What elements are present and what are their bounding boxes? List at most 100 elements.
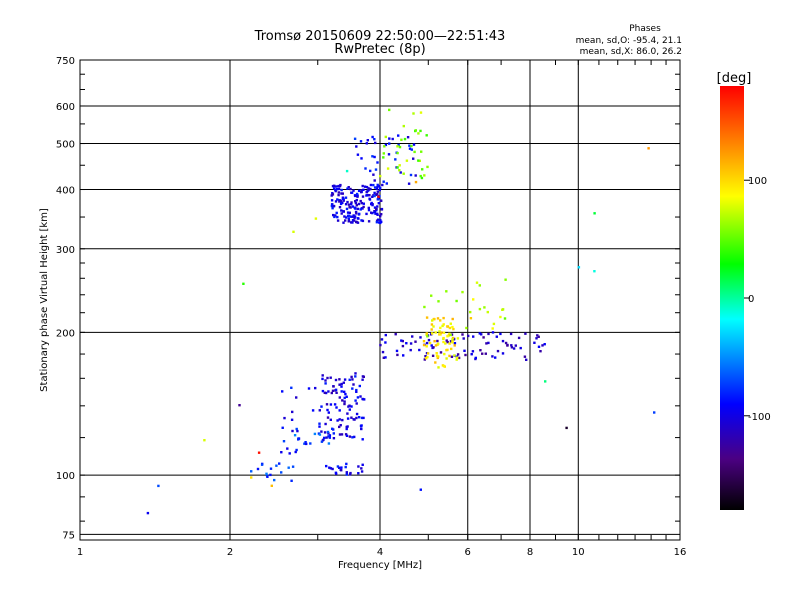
data-point: [334, 214, 337, 217]
data-point: [354, 399, 357, 402]
data-point: [356, 217, 359, 220]
data-point: [448, 332, 451, 335]
data-point: [461, 290, 464, 294]
data-point: [524, 332, 527, 335]
data-point: [355, 412, 359, 416]
data-point: [320, 430, 323, 433]
data-point: [470, 353, 473, 356]
data-point: [396, 166, 399, 169]
data-point: [442, 364, 446, 368]
data-point: [331, 193, 335, 196]
data-point: [373, 194, 376, 198]
data-point: [445, 357, 448, 360]
data-point: [313, 432, 317, 436]
data-point: [537, 335, 540, 338]
phases-mean-x: mean, sd,X: 86.0, 26.2: [580, 47, 682, 57]
data-point: [409, 342, 413, 345]
data-point: [336, 198, 339, 201]
data-point: [351, 205, 355, 208]
data-point: [382, 156, 385, 159]
data-point: [365, 190, 369, 193]
data-point: [342, 381, 345, 384]
data-point: [304, 441, 307, 444]
data-point: [397, 134, 400, 137]
data-point: [329, 418, 332, 421]
data-point: [281, 426, 284, 429]
data-point: [504, 341, 508, 345]
data-point: [506, 344, 509, 347]
data-point: [647, 147, 650, 150]
data-point: [368, 194, 371, 197]
data-point: [352, 219, 356, 222]
data-point: [369, 187, 372, 191]
data-point: [311, 409, 315, 412]
data-point: [361, 378, 364, 381]
data-point: [361, 438, 364, 441]
data-point: [336, 219, 340, 222]
x-tick-label: 4: [377, 547, 383, 558]
data-point: [333, 215, 336, 219]
data-point: [423, 305, 426, 309]
data-point: [394, 158, 397, 161]
data-point: [452, 327, 455, 331]
data-point: [593, 270, 596, 273]
data-point: [348, 211, 351, 214]
data-point: [379, 343, 382, 347]
x-tick-label: 2: [227, 547, 233, 558]
data-point: [448, 342, 451, 345]
data-point: [338, 433, 342, 436]
data-point: [419, 488, 422, 491]
data-point: [420, 150, 423, 153]
data-point: [414, 340, 417, 343]
data-point: [449, 322, 452, 325]
data-point: [487, 341, 490, 345]
data-point: [335, 185, 338, 188]
data-point: [448, 326, 452, 330]
data-point: [453, 354, 456, 357]
data-point: [327, 411, 330, 414]
data-point: [323, 436, 326, 440]
data-point: [344, 465, 347, 469]
data-point: [355, 192, 359, 196]
data-point: [354, 372, 357, 375]
data-point: [288, 452, 291, 455]
data-point: [340, 212, 343, 215]
data-point: [420, 176, 424, 180]
data-point: [386, 167, 390, 170]
data-point: [383, 145, 386, 148]
data-point: [376, 213, 379, 216]
data-point: [417, 159, 420, 162]
data-point: [334, 388, 338, 391]
data-point: [433, 340, 436, 343]
data-point: [478, 332, 481, 335]
data-point: [450, 347, 453, 351]
data-point: [384, 356, 387, 359]
data-point: [382, 180, 385, 183]
data-point: [335, 406, 338, 409]
data-point: [324, 379, 327, 382]
data-point: [328, 436, 331, 439]
data-point: [565, 426, 568, 430]
data-point: [335, 391, 338, 394]
data-point: [509, 332, 513, 336]
data-point: [452, 338, 456, 341]
data-point: [351, 436, 354, 439]
data-point: [510, 346, 514, 349]
data-point: [340, 382, 343, 386]
data-point: [291, 410, 294, 414]
data-point: [346, 425, 349, 428]
chart-subtitle: RwPretec (8p): [334, 42, 425, 57]
data-point: [250, 476, 253, 479]
data-point: [353, 435, 356, 439]
data-point: [432, 325, 435, 328]
data-point: [343, 400, 346, 403]
data-point: [343, 396, 346, 400]
data-point: [365, 142, 368, 145]
data-point: [336, 419, 339, 422]
data-point: [451, 317, 454, 321]
data-point: [347, 186, 350, 189]
data-point: [146, 511, 150, 515]
data-point: [356, 194, 359, 197]
data-point: [653, 411, 656, 414]
data-point: [361, 397, 364, 401]
